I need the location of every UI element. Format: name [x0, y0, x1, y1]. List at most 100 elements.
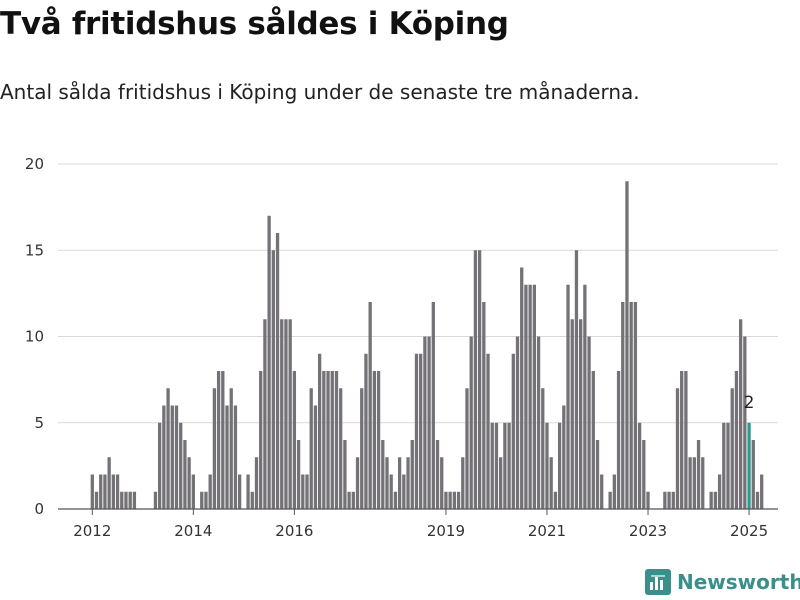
bar — [339, 388, 343, 509]
bar — [431, 302, 435, 509]
bar — [642, 440, 646, 509]
bar — [90, 474, 94, 509]
bar — [381, 440, 385, 509]
bar — [410, 440, 414, 509]
bar — [545, 422, 549, 509]
bar — [360, 388, 364, 509]
bar — [132, 491, 137, 509]
bar — [280, 319, 284, 509]
bar — [275, 233, 280, 509]
bar — [187, 457, 191, 509]
bar — [166, 388, 170, 509]
bar — [107, 457, 111, 509]
bar — [549, 457, 553, 509]
bar — [511, 353, 515, 509]
chart-subtitle: Antal sålda fritidshus i Köping under de… — [0, 80, 640, 104]
bar — [477, 250, 482, 509]
bar — [267, 215, 271, 509]
bar — [688, 457, 692, 509]
bar — [351, 491, 355, 509]
bar — [419, 353, 423, 509]
chart-title: Två fritidshus såldes i Köping — [0, 6, 509, 42]
bar — [465, 388, 469, 509]
brand-logo: Newsworthy — [645, 569, 800, 595]
bar — [595, 440, 600, 509]
bar — [448, 491, 452, 509]
bar — [216, 371, 221, 509]
bar — [414, 353, 419, 509]
bar — [183, 440, 187, 509]
bar — [503, 422, 507, 509]
bar — [334, 371, 339, 509]
bar — [120, 491, 124, 509]
bar — [158, 422, 162, 509]
bar — [515, 336, 520, 509]
bar — [557, 422, 562, 509]
highlight-value-label: 2 — [744, 393, 755, 413]
y-tick-label: 20 — [25, 155, 44, 173]
bar — [200, 491, 204, 509]
bar — [229, 388, 233, 509]
bars — [90, 181, 764, 509]
bar — [393, 491, 398, 509]
bar — [482, 302, 486, 509]
bar — [128, 491, 132, 509]
bar — [250, 491, 254, 509]
bar — [153, 491, 158, 509]
bar — [376, 371, 381, 509]
bar — [322, 371, 326, 509]
bar — [541, 388, 545, 509]
bar — [507, 422, 511, 509]
bar — [616, 371, 621, 509]
bar — [124, 491, 128, 509]
bar — [103, 474, 107, 509]
bar — [368, 302, 372, 509]
bar — [284, 319, 288, 509]
bar — [372, 371, 377, 509]
bar — [684, 371, 688, 509]
bar — [726, 422, 730, 509]
bar — [469, 336, 473, 509]
bar — [305, 474, 309, 509]
bar — [612, 474, 616, 509]
bar — [528, 284, 532, 509]
bar — [313, 405, 318, 509]
y-tick-label: 5 — [34, 414, 44, 432]
bar — [309, 388, 313, 509]
bar — [191, 474, 195, 509]
bar — [633, 302, 638, 509]
bar — [579, 319, 583, 509]
bar — [625, 181, 629, 509]
bar — [115, 474, 120, 509]
bar — [692, 457, 696, 509]
bar — [385, 457, 389, 509]
bar — [553, 491, 558, 509]
bar — [94, 491, 99, 509]
bar — [263, 319, 267, 509]
bar — [637, 422, 642, 509]
bar — [254, 457, 259, 509]
bar — [271, 250, 275, 509]
bar — [730, 388, 734, 509]
bar — [355, 457, 360, 509]
bar — [292, 371, 297, 509]
brand-name: Newsworthy — [677, 570, 800, 594]
bar — [680, 371, 684, 509]
bar — [701, 457, 705, 509]
bar — [326, 371, 330, 509]
bar — [646, 491, 650, 509]
bar — [233, 405, 238, 509]
bar — [566, 284, 570, 509]
bar — [696, 440, 701, 509]
bar — [671, 491, 675, 509]
bar — [717, 474, 722, 509]
bar — [532, 284, 536, 509]
bar — [722, 422, 726, 509]
bar — [490, 422, 494, 509]
bar — [427, 336, 431, 509]
bar — [494, 422, 499, 509]
bar — [473, 250, 478, 509]
axes: 0 5 10 15 20 2 2012 2014 2016 2019 2021 2023 2025 — [25, 155, 778, 540]
bar — [212, 388, 217, 509]
bar — [225, 405, 229, 509]
